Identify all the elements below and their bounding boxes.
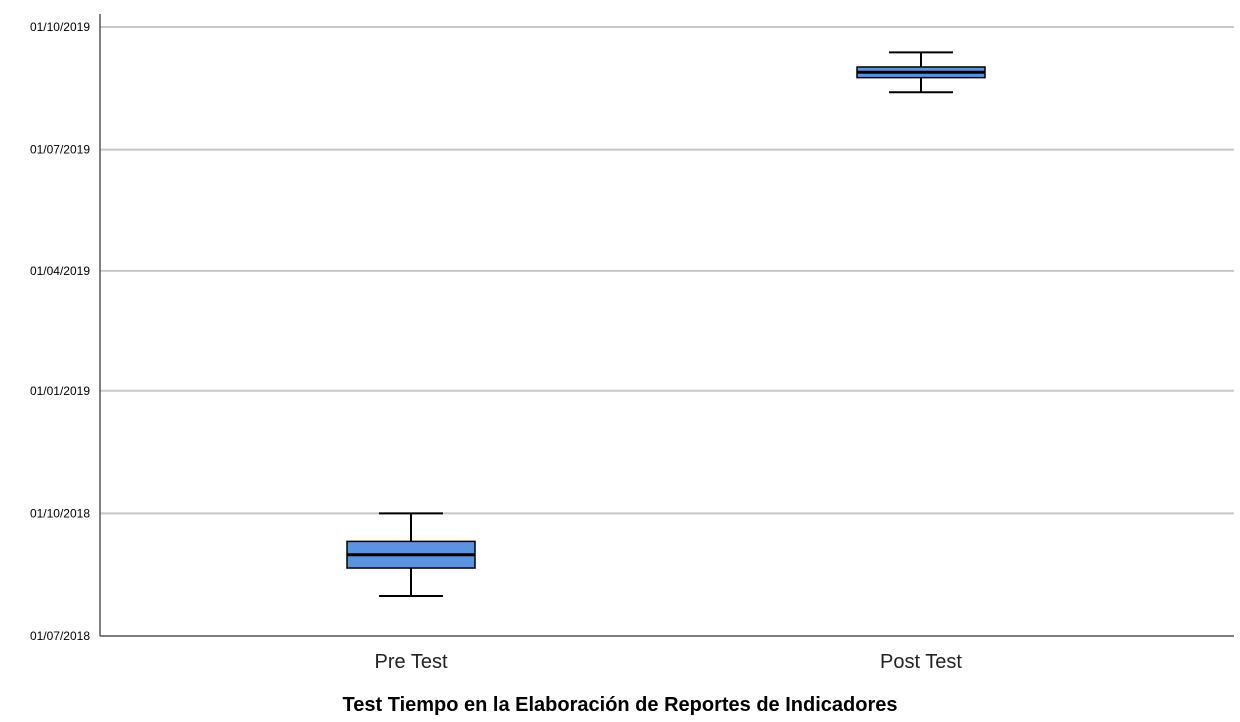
x-category-label: Pre Test [375, 651, 448, 673]
y-tick-label: 01/01/2019 [30, 384, 90, 398]
y-tick-label: 01/07/2018 [30, 629, 90, 643]
x-axis-title: Test Tiempo en la Elaboración de Reporte… [342, 694, 898, 716]
y-tick-label: 01/10/2018 [30, 506, 90, 520]
x-category-label: Post Test [880, 651, 962, 673]
y-tick-label: 01/10/2019 [30, 20, 90, 34]
y-tick-label: 01/04/2019 [30, 264, 90, 278]
y-tick-label: 01/07/2019 [30, 143, 90, 157]
